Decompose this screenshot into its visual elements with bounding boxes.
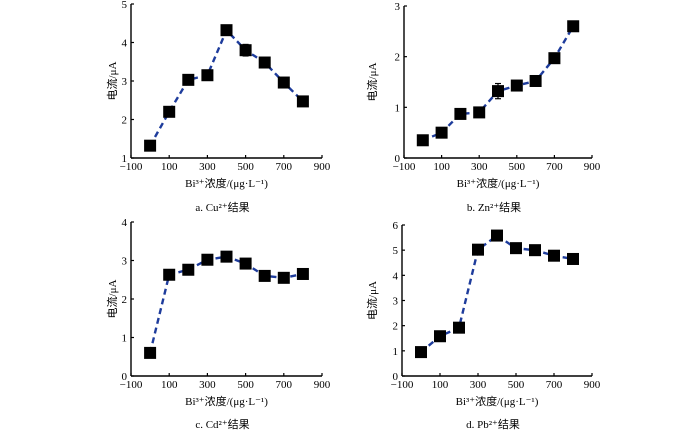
chart-panel-a: 1 2 3 4 5 −100 100 300 500 700 900 Bi³⁺浓度/(μg·L⁻¹) 电…: [105, 0, 331, 214]
y-tick-label: 4: [122, 38, 128, 50]
x-tick-label: 700: [546, 379, 563, 391]
y-axis-label: 电流/μA: [105, 279, 119, 318]
data-point: [491, 229, 503, 242]
y-tick-label: 2: [395, 52, 401, 64]
data-point: [277, 76, 290, 89]
x-tick-label: 100: [432, 379, 449, 391]
x-axis-label: Bi³⁺浓度/(μg·L⁻¹): [457, 176, 540, 190]
y-tick-label: 0: [395, 153, 401, 165]
x-tick-label: 500: [237, 379, 254, 391]
data-point: [220, 24, 233, 37]
chart-panel-b: 0 1 2 3 −100 100 300 500 700 900 Bi³⁺浓度/(μg·L⁻¹) 电流…: [365, 1, 601, 214]
y-tick-label: 1: [393, 346, 399, 358]
data-point: [277, 271, 290, 284]
x-tick-label: −100: [391, 379, 414, 391]
data-point: [144, 139, 157, 152]
data-point: [529, 74, 542, 87]
data-point: [510, 79, 523, 92]
x-tick-label: −100: [120, 161, 143, 173]
x-axis-label: Bi³⁺浓度/(μg·L⁻¹): [185, 394, 268, 408]
y-tick-label: 1: [122, 153, 128, 165]
y-tick-label: 0: [122, 371, 128, 383]
data-point: [182, 263, 195, 276]
data-point: [415, 346, 427, 359]
data-point: [434, 330, 446, 343]
data-point: [220, 250, 233, 263]
data-point: [529, 244, 541, 257]
data-point: [567, 252, 579, 265]
x-axis-label: Bi³⁺浓度/(μg·L⁻¹): [185, 176, 268, 190]
panel-caption: a. Cu²⁺结果: [195, 201, 249, 214]
x-tick-label: 700: [546, 161, 563, 173]
panel-caption: d. Pb²⁺结果: [466, 418, 520, 431]
y-axis-label: 电流/μA: [365, 62, 379, 101]
data-point: [163, 105, 176, 118]
y-tick-label: 1: [395, 102, 401, 114]
x-tick-label: 900: [314, 379, 331, 391]
data-point: [567, 20, 580, 33]
y-axis-label: 电流/μA: [105, 61, 119, 100]
data-point: [454, 107, 467, 120]
x-tick-label: 900: [314, 161, 331, 173]
y-tick-label: 4: [393, 270, 399, 282]
y-axis-label: 电流/μA: [365, 281, 379, 320]
y-tick-label: 3: [393, 296, 399, 308]
data-point: [258, 56, 271, 69]
y-tick-label: 0: [393, 371, 399, 383]
x-tick-label: 500: [508, 379, 525, 391]
chart-panel-d: 0 1 2 3 4 5 6 −100 100 300 500 700 900 Bi³⁺浓度/(μg·L⁻¹…: [365, 220, 601, 431]
data-point: [492, 85, 504, 98]
x-tick-label: −100: [393, 161, 416, 173]
x-tick-label: 700: [276, 161, 293, 173]
x-tick-label: 300: [199, 161, 216, 173]
series-line: [420, 234, 574, 354]
y-tick-label: 2: [122, 294, 128, 306]
y-tick-label: 2: [393, 321, 399, 333]
data-point: [182, 73, 195, 86]
y-tick-label: 4: [122, 217, 128, 229]
data-point: [416, 134, 429, 147]
data-point: [453, 321, 465, 334]
x-tick-label: 300: [199, 379, 216, 391]
y-tick-label: 6: [393, 220, 399, 232]
data-point: [201, 253, 214, 266]
x-tick-label: 100: [161, 379, 178, 391]
y-tick-label: 3: [122, 256, 128, 268]
data-point: [296, 95, 309, 108]
x-tick-label: 100: [433, 161, 450, 173]
data-point: [435, 126, 448, 139]
data-point: [510, 242, 522, 255]
data-point: [239, 257, 252, 270]
y-tick-label: 3: [122, 76, 128, 88]
x-tick-label: 500: [509, 161, 526, 173]
data-point: [473, 106, 486, 119]
data-point: [548, 52, 561, 65]
y-tick-label: 3: [395, 1, 401, 13]
y-tick-label: 1: [122, 333, 128, 345]
data-point: [144, 346, 157, 359]
y-tick-label: 2: [122, 115, 128, 127]
data-point: [201, 69, 214, 82]
data-point: [296, 267, 309, 280]
data-point: [472, 243, 484, 256]
panel-caption: b. Zn²⁺结果: [467, 201, 521, 214]
x-tick-label: 500: [237, 161, 254, 173]
chart-panel-c: 0 1 2 3 4 −100 100 300 500 700 900 Bi³⁺浓度/(μg·L⁻¹) 电…: [105, 217, 331, 431]
x-tick-label: −100: [120, 379, 143, 391]
panel-caption: c. Cd²⁺结果: [195, 418, 249, 431]
y-tick-label: 5: [393, 245, 399, 257]
x-tick-label: 900: [584, 379, 601, 391]
y-tick-label: 5: [122, 0, 128, 11]
data-point: [258, 269, 271, 282]
x-tick-label: 300: [470, 379, 487, 391]
x-axis-label: Bi³⁺浓度/(μg·L⁻¹): [456, 394, 539, 408]
x-tick-label: 100: [161, 161, 178, 173]
data-point: [163, 268, 176, 281]
x-tick-label: 300: [471, 161, 488, 173]
x-tick-label: 700: [276, 379, 293, 391]
x-tick-label: 900: [584, 161, 601, 173]
data-point: [239, 44, 252, 57]
data-point: [548, 249, 560, 262]
